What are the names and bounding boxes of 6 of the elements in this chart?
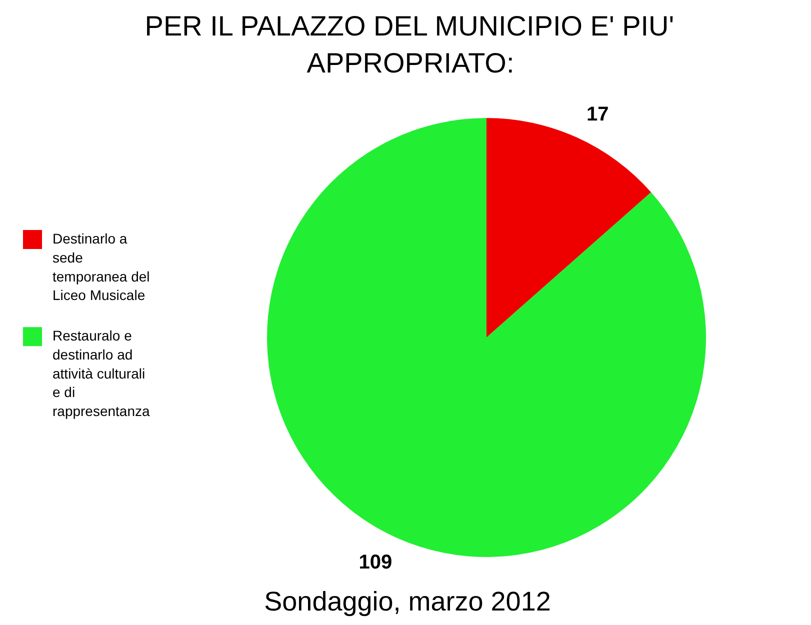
chart-title: PER IL PALAZZO DEL MUNICIPIO E' PIU' APPROPRIATO: bbox=[144, 10, 674, 79]
data-label: 109 bbox=[358, 552, 392, 574]
legend-label: Restauralo e destinarlo ad attività culturali e di rappresentanza bbox=[52, 328, 150, 420]
legend-label: Destinarlo a sede temporanea del Liceo Musicale bbox=[52, 230, 150, 304]
data-label: 17 bbox=[586, 103, 609, 126]
text: Sondaggio, marzo 2012 bbox=[264, 586, 551, 616]
